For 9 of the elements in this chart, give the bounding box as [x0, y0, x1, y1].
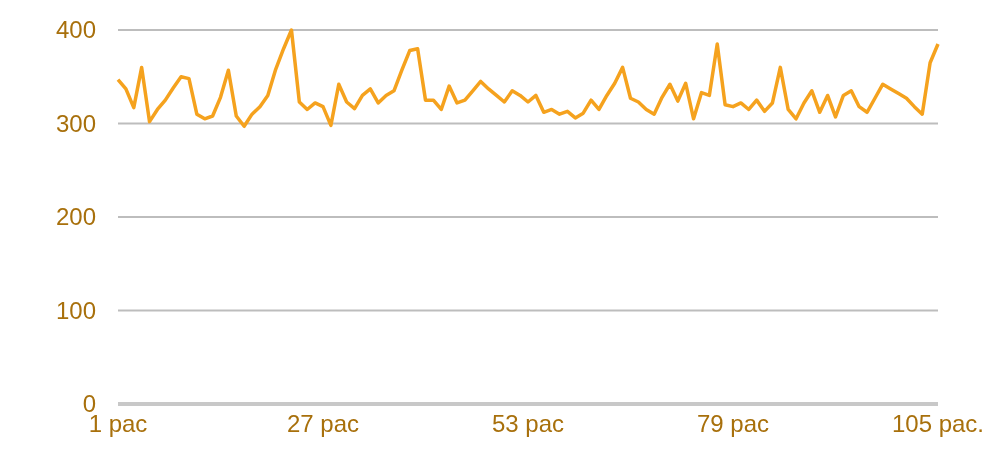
x-tick-label: 53 pac [491, 410, 565, 437]
y-tick-label: 200 [55, 203, 96, 231]
x-tick-label: 105 pac. [891, 410, 985, 437]
y-tick-label: 100 [55, 296, 96, 324]
y-tick-label: 300 [55, 109, 96, 137]
line-series [116, 28, 940, 129]
y-tick-label: 400 [55, 16, 96, 44]
x-tick-label: 79 pac [696, 410, 770, 437]
x-tick-label: 27 pac [286, 410, 360, 437]
